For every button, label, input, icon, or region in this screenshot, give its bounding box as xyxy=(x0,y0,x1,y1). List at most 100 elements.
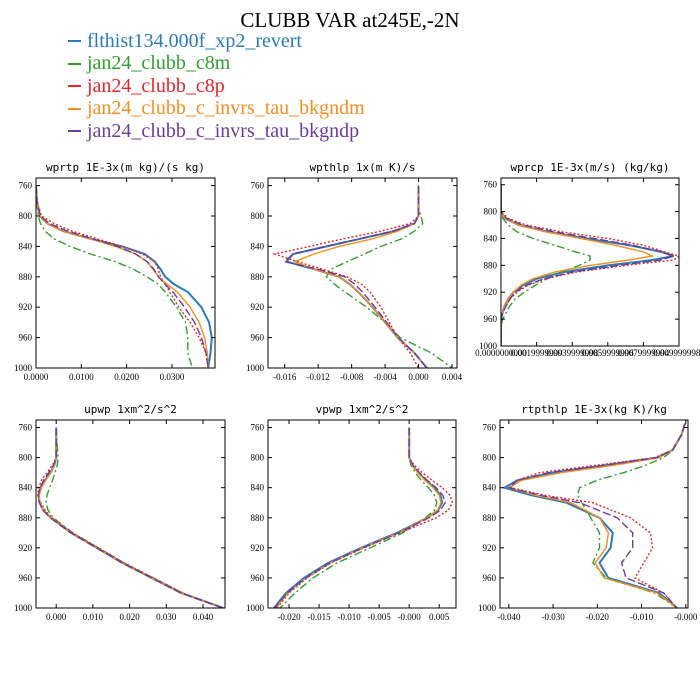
y-tick-label: 920 xyxy=(19,302,33,312)
series-line-0 xyxy=(36,185,213,368)
legend-label: jan24_clubb_c_invrs_tau_bkgndm xyxy=(87,97,365,120)
legend-entry: jan24_clubb_c8m xyxy=(68,52,365,76)
series-line-4 xyxy=(37,427,224,608)
series-line-3 xyxy=(36,185,209,368)
series-group xyxy=(273,427,454,608)
series-line-4 xyxy=(501,184,676,346)
y-tick-label: 1000 xyxy=(246,603,265,613)
legend-entry: flthist134.000f_xp2_revert xyxy=(68,30,365,53)
x-tick-label: -0.010 xyxy=(630,612,654,622)
series-line-2 xyxy=(37,427,224,608)
plot-frame xyxy=(499,419,689,609)
series-group xyxy=(37,427,224,608)
panel-title: wprcp 1E-3x(m/s) (kg/kg) xyxy=(511,161,670,174)
series-line-2 xyxy=(36,185,209,368)
panel-3: upwp 1xm^2/s^2 760 800 840 880 920 960 1000 0.00… xyxy=(14,403,226,622)
series-line-2 xyxy=(509,423,686,608)
x-tick-label: 0.0100 xyxy=(69,372,94,382)
x-tick-label: -0.020 xyxy=(586,612,610,622)
legend-swatch-3 xyxy=(68,107,81,110)
series-line-1 xyxy=(501,184,591,346)
legend: flthist134.000f_xp2_revert jan24_clubb_c… xyxy=(68,30,365,143)
y-tick-label: 760 xyxy=(251,181,265,191)
plot-frame xyxy=(267,419,457,609)
legend-entry: jan24_clubb_c8p xyxy=(68,75,365,98)
panel-2: wprcp 1E-3x(m/s) (kg/kg) 760 800 840 880 920 9… xyxy=(475,161,700,358)
x-tick-label: -0.005 xyxy=(367,612,391,622)
y-tick-label: 800 xyxy=(251,211,265,221)
panel-title: upwp 1xm^2/s^2 xyxy=(84,403,177,416)
y-tick-label: 760 xyxy=(483,423,497,433)
y-tick-label: 1000 xyxy=(14,363,33,373)
x-tick-label: -0.000 xyxy=(674,612,698,622)
y-tick-label: 1000 xyxy=(246,363,265,373)
y-tick-label: 760 xyxy=(251,423,265,433)
x-tick-label: 0.010 xyxy=(83,612,104,622)
panel-5: rtpthlp 1E-3x(kg K)/kg 760 800 840 880 920 960… xyxy=(478,403,698,622)
y-tick-label: 760 xyxy=(484,180,498,190)
series-group xyxy=(36,185,213,368)
legend-label: jan24_clubb_c_invrs_tau_bkgndp xyxy=(87,119,360,142)
y-tick-label: 800 xyxy=(251,453,265,463)
y-tick-label: 880 xyxy=(251,272,265,282)
y-tick-label: 880 xyxy=(483,513,497,523)
x-tick-label: 0.0200 xyxy=(114,372,139,382)
panel-title: wpthlp 1x(m K)/s xyxy=(310,161,416,174)
x-tick-label: 0.0099999980 xyxy=(653,348,700,358)
x-tick-label: -0.030 xyxy=(541,612,565,622)
y-tick-label: 920 xyxy=(484,287,498,297)
plot-frame xyxy=(500,177,680,347)
y-tick-label: 960 xyxy=(19,573,33,583)
panel-4: vpwp 1xm^2/s^2 760 800 840 880 920 960 1000 -0.0… xyxy=(246,403,457,622)
y-tick-label: 880 xyxy=(19,272,33,282)
y-tick-label: 840 xyxy=(483,483,497,493)
legend-entry: jan24_clubb_c_invrs_tau_bkgndm xyxy=(68,97,365,121)
x-tick-label: -0.012 xyxy=(307,372,330,382)
panel-1: wpthlp 1x(m K)/s 760 800 840 880 920 960 1000 -0… xyxy=(246,161,463,382)
series-line-1 xyxy=(36,185,193,368)
x-tick-label: -0.040 xyxy=(497,612,521,622)
series-line-3 xyxy=(501,184,655,346)
y-tick-label: 960 xyxy=(251,333,265,343)
legend-swatch-4 xyxy=(68,130,81,133)
x-tick-label: 0.005 xyxy=(429,612,450,622)
series-line-2 xyxy=(272,185,420,368)
x-tick-label: -0.008 xyxy=(340,372,364,382)
y-tick-label: 840 xyxy=(484,233,498,243)
y-tick-label: 880 xyxy=(484,260,498,270)
series-line-4 xyxy=(274,427,446,608)
y-tick-label: 960 xyxy=(484,314,498,324)
y-tick-label: 800 xyxy=(19,211,33,221)
series-group xyxy=(501,423,686,608)
x-tick-label: 0.0300 xyxy=(160,372,185,382)
x-tick-label: -0.004 xyxy=(373,372,397,382)
x-tick-label: 0.0039999998 xyxy=(546,348,598,358)
x-tick-label: 0.020 xyxy=(119,612,140,622)
x-tick-label: 0.0079999994 xyxy=(618,348,670,358)
x-tick-label: -0.000 xyxy=(398,612,422,622)
legend-entry: jan24_clubb_c_invrs_tau_bkgndp xyxy=(68,120,365,143)
y-tick-label: 1000 xyxy=(14,603,33,613)
x-tick-label: -0.010 xyxy=(337,612,361,622)
series-line-0 xyxy=(37,427,224,608)
series-line-4 xyxy=(36,185,209,368)
legend-swatch-2 xyxy=(68,85,81,88)
y-tick-label: 1000 xyxy=(478,603,497,613)
series-group xyxy=(501,184,679,346)
y-tick-label: 960 xyxy=(483,573,497,583)
y-tick-label: 800 xyxy=(19,453,33,463)
panel-0: wprtp 1E-3x(m kg)/(s kg) 760 800 840 880 920 9… xyxy=(14,161,216,382)
panel-title: rtpthlp 1E-3x(kg K)/kg xyxy=(521,403,667,416)
y-tick-label: 1000 xyxy=(479,341,498,351)
legend-label: flthist134.000f_xp2_revert xyxy=(87,29,302,52)
y-tick-label: 920 xyxy=(483,543,497,553)
y-tick-label: 800 xyxy=(484,207,498,217)
y-tick-label: 960 xyxy=(251,573,265,583)
figure-title: CLUBB VAR at245E,-2N xyxy=(240,8,460,32)
y-tick-label: 920 xyxy=(251,302,265,312)
series-line-1 xyxy=(279,427,438,608)
x-tick-label: 0.030 xyxy=(156,612,177,622)
x-tick-label: -0.020 xyxy=(277,612,301,622)
x-tick-label: 0.0059999996 xyxy=(582,348,634,358)
x-tick-label: 0.000 xyxy=(46,612,67,622)
